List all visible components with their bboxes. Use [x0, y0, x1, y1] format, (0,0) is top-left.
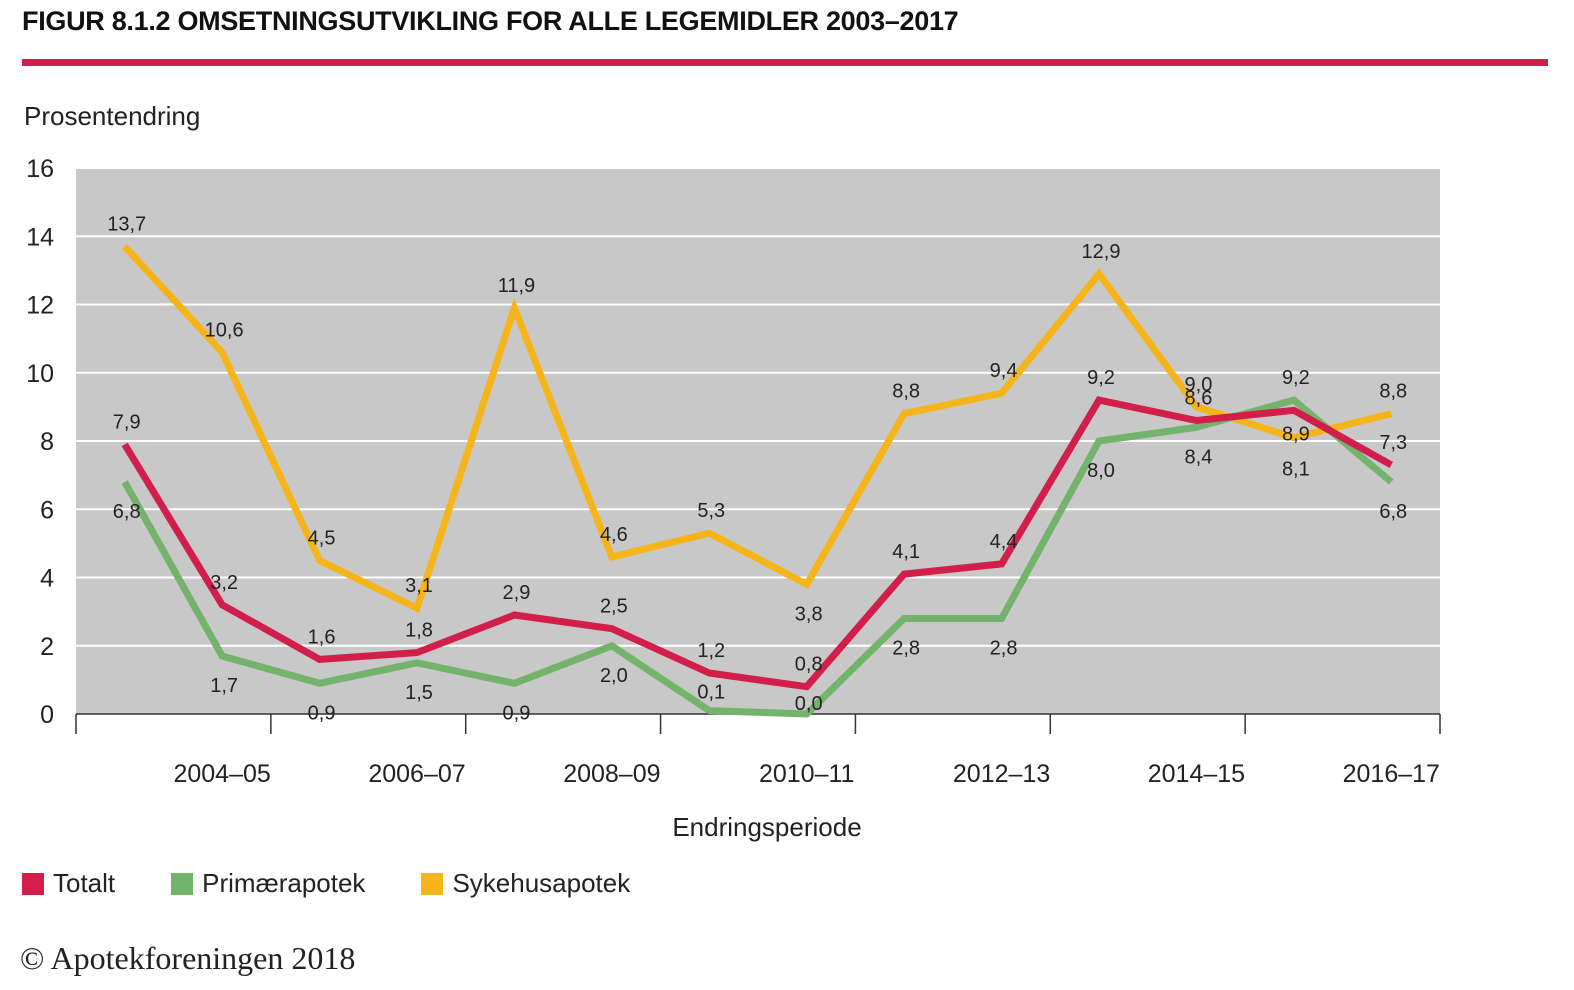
- data-label: 5,3: [697, 500, 725, 522]
- data-label: 9,4: [990, 360, 1018, 382]
- data-label: 8,1: [1282, 459, 1310, 481]
- y-tick-label: 6: [40, 496, 54, 524]
- data-label: 1,5: [405, 682, 433, 704]
- data-label: 3,2: [210, 572, 238, 594]
- y-tick-label: 14: [26, 223, 54, 251]
- series-lines: [121, 244, 1394, 718]
- title-rule: [22, 59, 1548, 66]
- data-label: 2,8: [892, 637, 920, 659]
- legend-swatch-primaerapotek: [171, 872, 194, 895]
- data-label: 8,8: [892, 381, 920, 403]
- x-axis-label: Endringsperiode: [672, 812, 861, 842]
- data-label: 1,8: [405, 620, 433, 642]
- series-line-sykehusapotek: [122, 244, 1393, 614]
- legend: Totalt Primærapotek Sykehusapotek: [22, 868, 686, 899]
- data-label: 8,9: [1282, 423, 1310, 445]
- x-axis: 2004–05 2006–07 2008–09 2010–11 2012–13 2014–…: [75, 713, 1441, 788]
- copyright: © Apotekforeningen 2018: [20, 940, 356, 976]
- data-label: 2,5: [600, 596, 628, 618]
- y-tick-label: 12: [26, 292, 54, 320]
- data-label: 13,7: [107, 213, 146, 235]
- y-axis-label: Prosentendring: [24, 101, 200, 131]
- legend-swatch-totalt: [22, 872, 44, 895]
- data-label: 3,1: [405, 575, 433, 597]
- x-tick-label: 2014–15: [1148, 760, 1245, 788]
- data-label: 4,5: [308, 527, 336, 549]
- data-label: 10,6: [205, 319, 244, 341]
- data-label: 9,2: [1087, 367, 1115, 389]
- legend-label-sykehusapotek: Sykehusapotek: [452, 868, 631, 898]
- data-label: 0,8: [795, 654, 823, 676]
- data-label: 2,8: [990, 637, 1018, 659]
- data-label: 8,4: [1185, 446, 1213, 468]
- y-tick-label: 10: [26, 360, 54, 388]
- legend-label-totalt: Totalt: [53, 868, 116, 898]
- data-label: 1,7: [210, 675, 238, 697]
- y-tick-label: 0: [40, 701, 54, 729]
- x-tick-label: 2008–09: [563, 760, 660, 788]
- data-labels: 13,7 10,6 4,5 3,1 11,9 4,6 5,3 3,8 8,8 9,4 12,9 9,0…: [107, 213, 1407, 724]
- data-label: 6,8: [113, 501, 141, 523]
- line-chart: 0 2 4 6 8 10 12 14 16 2004–05 2006–07 2008–09 2010–…: [24, 101, 1441, 842]
- gridlines: [76, 167, 1440, 647]
- data-label: 2,9: [503, 582, 531, 604]
- data-label: 4,4: [990, 531, 1018, 553]
- x-tick-label: 2012–13: [953, 760, 1050, 788]
- data-label: 1,2: [697, 640, 725, 662]
- legend-item-primaerapotek: Primærapotek: [171, 868, 365, 899]
- y-tick-label: 2: [40, 633, 54, 661]
- legend-item-sykehusapotek: Sykehusapotek: [421, 868, 630, 899]
- data-label: 0,9: [503, 702, 531, 724]
- x-tick-label: 2006–07: [368, 760, 465, 788]
- y-tick-label: 16: [26, 155, 54, 183]
- data-label: 4,1: [892, 541, 920, 563]
- data-label: 9,2: [1282, 367, 1310, 389]
- legend-swatch-sykehusapotek: [421, 872, 444, 895]
- data-label: 11,9: [498, 275, 535, 297]
- series-line-primaerapotek: [121, 396, 1394, 718]
- data-label: 0,0: [795, 693, 823, 715]
- legend-item-totalt: Totalt: [22, 868, 115, 899]
- data-label: 8,8: [1379, 381, 1407, 403]
- series-line-totalt: [121, 396, 1394, 691]
- y-tick-label: 4: [40, 565, 54, 593]
- x-tick-label: 2004–05: [173, 760, 270, 788]
- data-label: 8,6: [1185, 388, 1213, 410]
- data-label: 0,1: [697, 682, 725, 704]
- data-label: 1,6: [308, 626, 336, 648]
- data-label: 12,9: [1082, 241, 1121, 263]
- data-label: 9,0: [1185, 374, 1213, 396]
- data-label: 3,8: [795, 603, 823, 625]
- y-axis-ticks: 0 2 4 6 8 10 12 14 16: [26, 155, 54, 729]
- legend-label-primaerapotek: Primærapotek: [202, 868, 366, 898]
- data-label: 6,8: [1379, 501, 1407, 523]
- data-label: 7,9: [113, 411, 141, 433]
- y-tick-label: 8: [40, 428, 54, 456]
- data-label: 4,6: [600, 524, 628, 546]
- data-label: 7,3: [1379, 432, 1407, 454]
- data-label: 0,9: [308, 702, 336, 724]
- data-label: 8,0: [1087, 460, 1115, 482]
- data-label: 2,0: [600, 665, 628, 687]
- figure-title: FIGUR 8.1.2 OMSETNINGSUTVIKLING FOR ALLE…: [22, 6, 959, 36]
- x-tick-label: 2010–11: [759, 760, 854, 788]
- x-tick-label: 2016–17: [1343, 760, 1440, 788]
